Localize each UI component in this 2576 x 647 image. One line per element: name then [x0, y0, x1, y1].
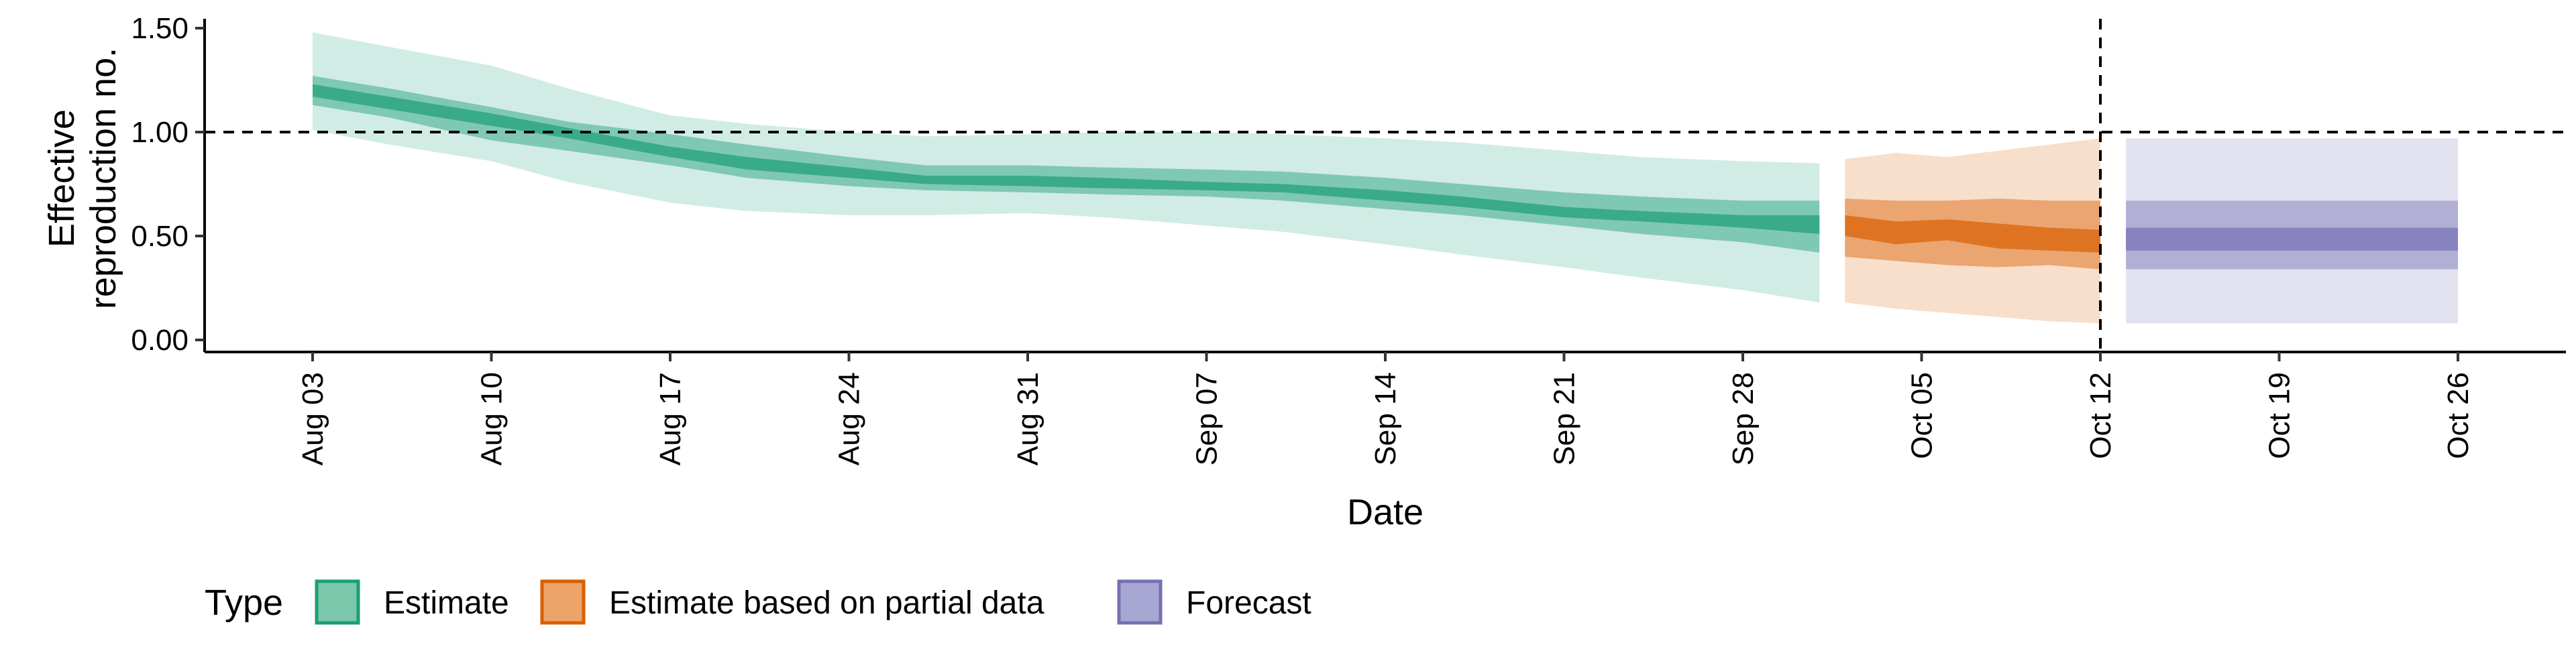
x-tick-label: Sep 07 — [1191, 372, 1224, 465]
partial-data-estimate-band-inner — [1845, 215, 2100, 253]
x-tick-label: Aug 10 — [476, 372, 508, 465]
legend-item-forecast: Forecast — [1117, 579, 1311, 625]
legend-swatch-estimate — [315, 579, 360, 625]
y-tick-label: 1.50 — [131, 12, 189, 45]
x-tick-label: Aug 31 — [1012, 372, 1044, 465]
forecast-band-inner — [2126, 227, 2458, 251]
legend-label-partial-data-estimate: Estimate based on partial data — [609, 585, 1044, 621]
y-tick-label: 0.00 — [131, 324, 189, 357]
x-tick-label: Aug 24 — [833, 372, 866, 465]
axes: 0.00 0.50 1.00 1.50 Aug 03 Aug 10 Aug 17 Aug 24… — [42, 12, 2566, 532]
plot-bands — [313, 32, 2458, 324]
x-tick-label: Sep 21 — [1548, 372, 1581, 465]
y-axis-title: Effectivereproduction no. — [42, 48, 123, 309]
x-tick-label: Oct 05 — [1906, 372, 1939, 459]
y-tick-label: 1.00 — [131, 116, 189, 149]
legend: Type Estimate Estimate based on partial da… — [205, 579, 1311, 625]
legend-swatch-forecast — [1117, 579, 1163, 625]
legend-title: Type — [205, 583, 283, 623]
x-tick-label: Oct 26 — [2442, 372, 2475, 459]
legend-item-estimate: Estimate — [315, 579, 509, 625]
x-tick-label: Sep 28 — [1727, 372, 1760, 465]
series-estimate — [313, 32, 1820, 303]
legend-swatch-partial-data-estimate — [540, 579, 586, 625]
x-tick-label: Aug 03 — [297, 372, 329, 465]
y-axis-title-line: reproduction no. — [83, 48, 123, 309]
x-tick-label: Aug 17 — [654, 372, 687, 465]
legend-item-partial-data-estimate: Estimate based on partial data — [540, 579, 1044, 625]
series-partial-data-estimate — [1845, 138, 2100, 324]
legend-label-estimate: Estimate — [384, 585, 509, 621]
legend-label-forecast: Forecast — [1186, 585, 1311, 621]
estimate-band-outer — [313, 32, 1820, 303]
estimate-band-middle — [313, 76, 1820, 253]
x-tick-label: Oct 12 — [2084, 372, 2117, 459]
y-tick-label: 0.50 — [131, 220, 189, 253]
y-axis-title-line: Effective — [42, 109, 82, 247]
x-tick-label: Oct 19 — [2263, 372, 2296, 459]
estimate-band-inner — [313, 84, 1820, 234]
series-forecast — [2126, 138, 2458, 324]
x-axis-title: Date — [1347, 492, 1424, 532]
x-tick-label: Sep 14 — [1369, 372, 1402, 465]
